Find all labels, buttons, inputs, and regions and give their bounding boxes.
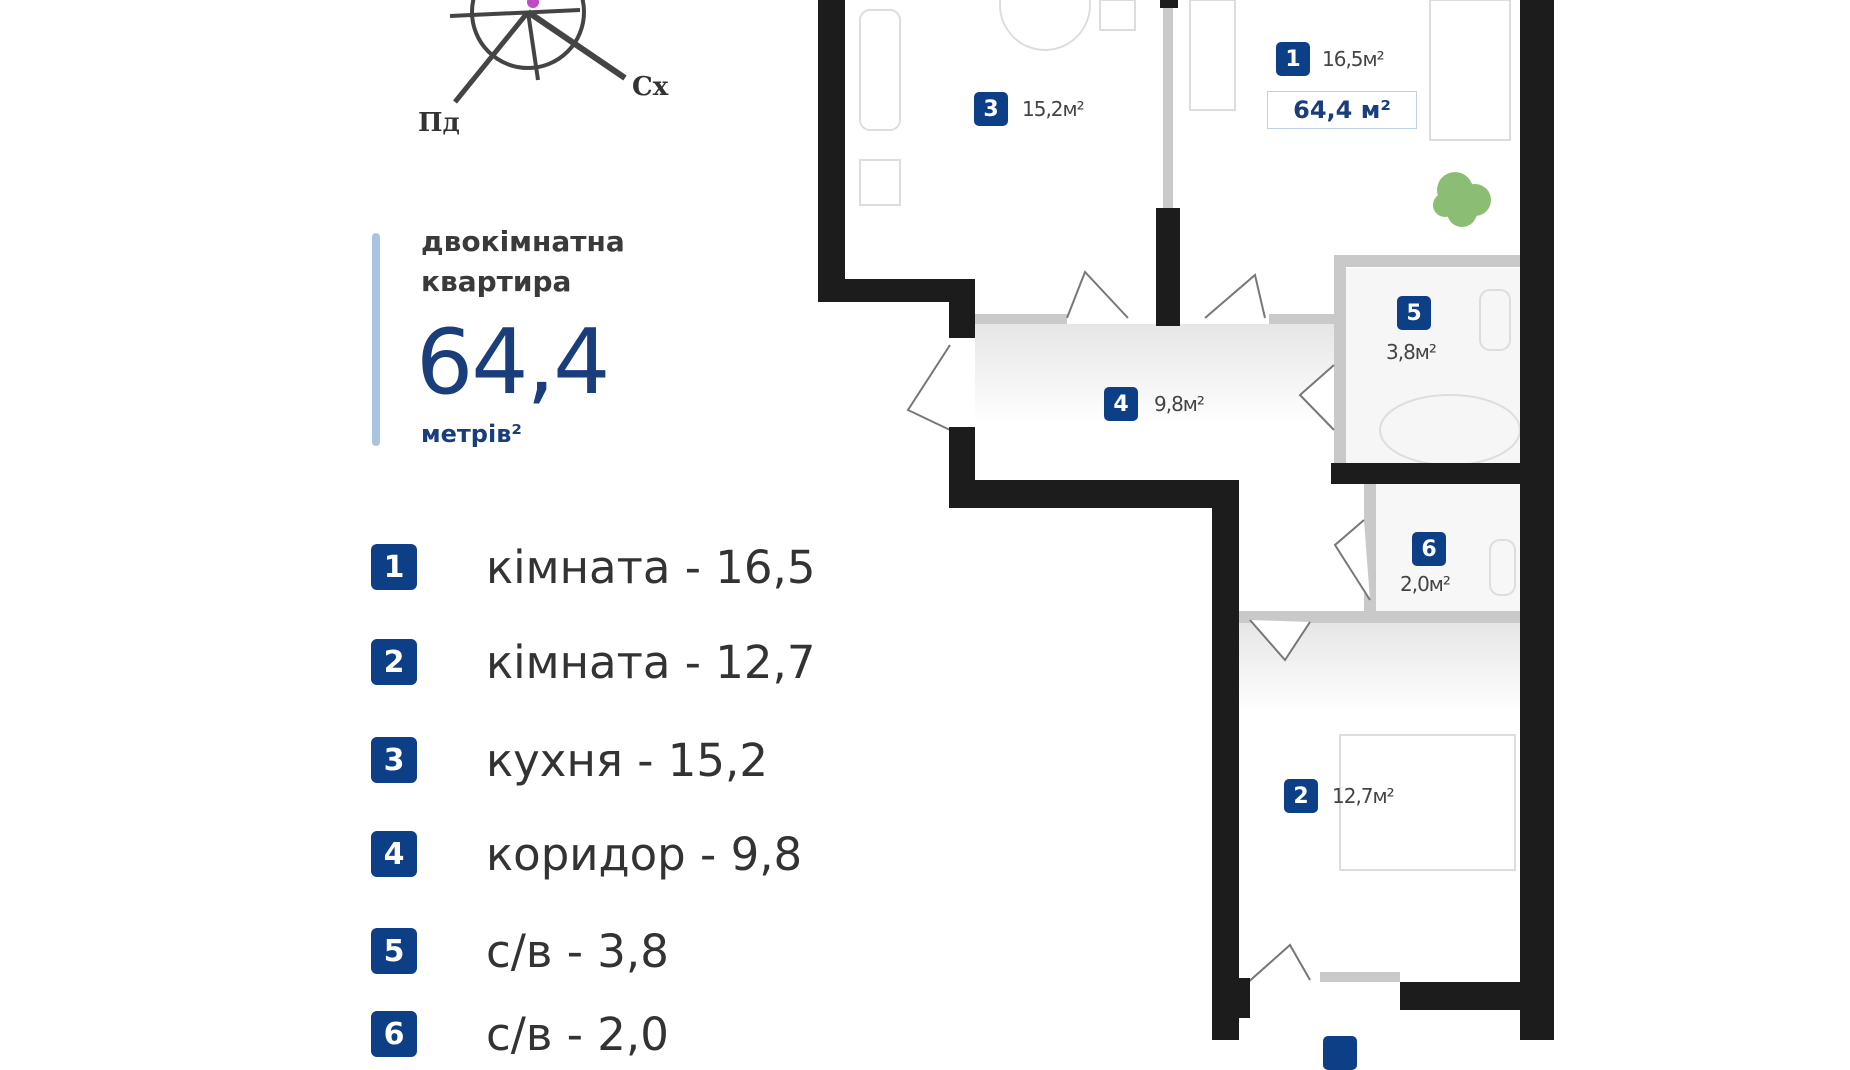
compass-south-label: Пд bbox=[418, 108, 460, 138]
total-area: 64,4 bbox=[416, 310, 610, 415]
plan-badge-6: 6 bbox=[1412, 532, 1446, 566]
corridor-floor bbox=[975, 324, 1335, 424]
room-label: коридор - 9,8 bbox=[486, 827, 803, 881]
room-number-badge: 2 bbox=[371, 639, 417, 685]
room-list-item: 5 с/в - 3,8 bbox=[371, 925, 669, 978]
area-unit: метрів² bbox=[421, 420, 522, 448]
plan-badge-2: 2 bbox=[1284, 779, 1318, 813]
room-label: кімната - 12,7 bbox=[486, 635, 816, 689]
plan-badge-5: 5 bbox=[1397, 296, 1431, 330]
plan-area-4: 9,8м² bbox=[1154, 392, 1205, 416]
plan-area-3: 15,2м² bbox=[1022, 97, 1085, 121]
room-number-badge: 5 bbox=[371, 928, 417, 974]
compass-rose-icon bbox=[449, 0, 627, 104]
room-list-item: 3 кухня - 15,2 bbox=[371, 734, 768, 787]
plan-total-area: 64,4 м² bbox=[1267, 91, 1417, 129]
exterior-walls bbox=[818, 0, 1554, 1040]
plan-area-5: 3,8м² bbox=[1386, 340, 1437, 364]
plan-badge-3: 3 bbox=[974, 92, 1008, 126]
room-label: с/в - 3,8 bbox=[486, 924, 669, 978]
plan-badge-1: 1 bbox=[1276, 42, 1310, 76]
bathroom6-floor bbox=[1376, 484, 1520, 612]
compass-east-label: Сх bbox=[632, 72, 669, 102]
bathroom5-floor bbox=[1346, 268, 1520, 463]
plan-badge-partial bbox=[1323, 1036, 1357, 1070]
plan-badge-4: 4 bbox=[1104, 387, 1138, 421]
furniture bbox=[859, 0, 1521, 871]
plan-area-6: 2,0м² bbox=[1400, 572, 1451, 596]
room-number-badge: 1 bbox=[371, 544, 417, 590]
floor-plan bbox=[818, 0, 1554, 1040]
plan-area-2: 12,7м² bbox=[1332, 784, 1395, 808]
accent-bar bbox=[372, 233, 380, 446]
room-list-item: 1 кімната - 16,5 bbox=[371, 541, 815, 594]
room-label: кімната - 16,5 bbox=[486, 540, 816, 594]
room-list-item: 2 кімната - 12,7 bbox=[371, 636, 815, 689]
apartment-type-line1: двокімнатна bbox=[421, 225, 625, 258]
plant-icon bbox=[1433, 172, 1491, 227]
apartment-type-line2: квартира bbox=[421, 265, 572, 298]
plan-area-1: 16,5м² bbox=[1322, 47, 1385, 71]
room-number-badge: 3 bbox=[371, 737, 417, 783]
room-number-badge: 4 bbox=[371, 831, 417, 877]
door-swings bbox=[906, 270, 1371, 986]
room-list-item: 4 коридор - 9,8 bbox=[371, 828, 802, 881]
partition-walls bbox=[975, 0, 1520, 982]
room-label: кухня - 15,2 bbox=[486, 733, 768, 787]
